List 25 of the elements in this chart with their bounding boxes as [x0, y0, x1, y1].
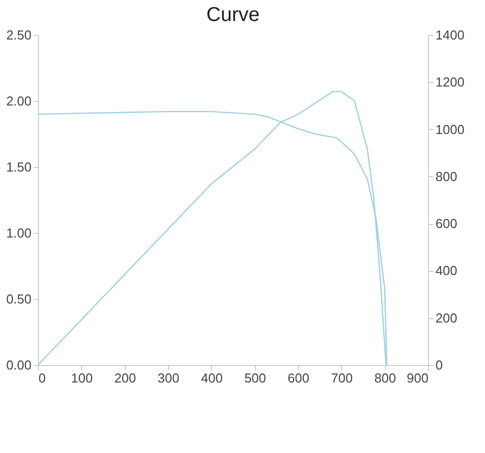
- y-tick-label: 2.00: [6, 94, 32, 108]
- x-tick-label: 900: [406, 370, 428, 386]
- x-tick-label: 200: [114, 370, 136, 386]
- chart-title: Curve: [206, 4, 260, 26]
- y-tick-label: 0.00: [6, 358, 32, 372]
- y2-tick-label: 1200: [436, 74, 464, 90]
- y-tick-label: 2.50: [6, 28, 32, 42]
- x-tick-label: 300: [158, 370, 180, 386]
- x-tick-label: 700: [330, 370, 353, 386]
- x-tick-label: 500: [244, 370, 266, 386]
- x-tick-label: 800: [374, 370, 396, 386]
- x-tick-label: 0: [38, 370, 46, 386]
- y2-tick-label: 800: [436, 168, 458, 184]
- y2-tick-label: 1400: [436, 28, 464, 42]
- y-tick-label: 1.50: [6, 160, 32, 174]
- x-tick-label: 600: [288, 370, 310, 386]
- x-tick-label: 100: [70, 370, 93, 386]
- y-tick-label: 1.00: [6, 226, 32, 240]
- y2-tick-label: 1000: [436, 122, 464, 137]
- x-tick-label: 400: [200, 370, 223, 386]
- y-tick-label: 0.50: [6, 292, 32, 306]
- y2-tick-label: 400: [436, 263, 458, 278]
- y2-tick-label: 600: [436, 216, 458, 232]
- y2-tick-label: 200: [436, 310, 458, 326]
- y2-tick-label: 0: [436, 358, 443, 372]
